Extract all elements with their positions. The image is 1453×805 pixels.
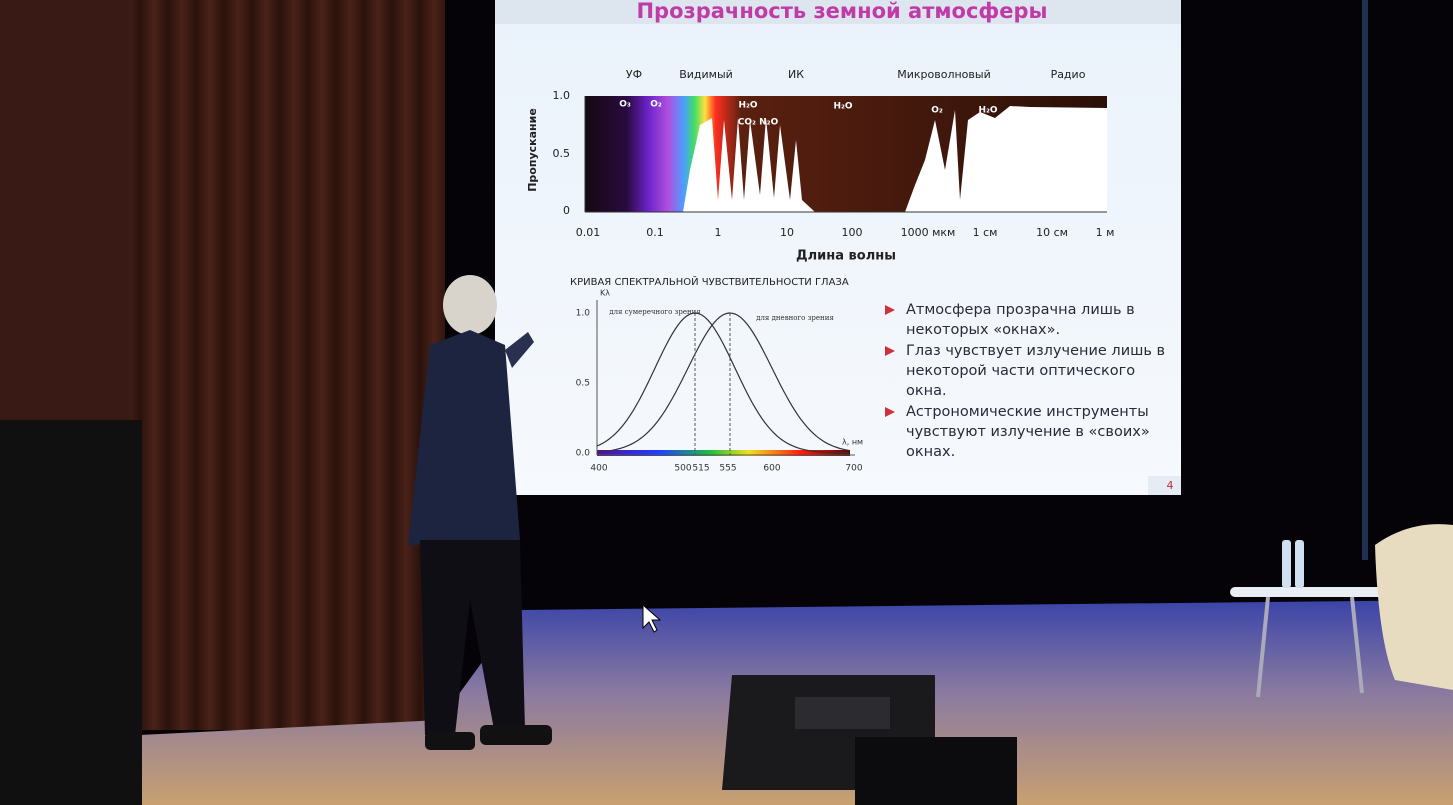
x-tick-label: 600 <box>763 464 780 474</box>
x-tick-label: 1000 мкм <box>901 226 956 239</box>
absorber-label: O₂ <box>650 100 662 110</box>
screen-edge <box>1362 0 1368 560</box>
y-tick-label: 0 <box>563 204 570 217</box>
title-bar <box>495 0 1181 24</box>
bullet-text: Атмосфера прозрачна лишь в некоторых «ок… <box>906 302 1135 338</box>
monitor-panel <box>795 697 890 729</box>
radio-window <box>905 106 1107 212</box>
x-tick-label: 100 <box>842 226 863 239</box>
x-tick-label: 700 <box>845 464 862 474</box>
x-tick-label: 1 <box>715 226 722 239</box>
bullet-list: Атмосфера прозрачна лишь в некоторых «ок… <box>882 300 1167 463</box>
y-tick-label: 0.5 <box>553 147 571 160</box>
bullet-text: Глаз чувствует излучение лишь в некоторо… <box>906 343 1166 399</box>
table-leg <box>1256 596 1270 698</box>
absorber-label: H₂O <box>738 101 757 111</box>
photopic-curve <box>596 312 850 453</box>
x-tick-label: 10 <box>780 226 794 239</box>
x-tick-label: 400 <box>590 464 607 474</box>
band-label: УФ <box>626 68 642 81</box>
page-number: 4 <box>1167 479 1174 492</box>
x-tick-label: 500 <box>674 464 691 474</box>
y-tick-label: 0.5 <box>576 379 590 389</box>
x-axis-label: Длина волны <box>796 249 896 264</box>
chart2-title: КРИВАЯ СПЕКТРАЛЬНОЙ ЧУВСТВИТЕЛЬНОСТИ ГЛА… <box>570 275 849 288</box>
absorber-label: H₂O <box>978 106 997 116</box>
monitor-speaker <box>855 737 1017 805</box>
curve-label: для сумеречного зрения <box>609 308 701 316</box>
mouse-cursor <box>642 603 662 633</box>
optical-window <box>683 118 815 212</box>
chart2-labels: КРИВАЯ СПЕКТРАЛЬНОЙ ЧУВСТВИТЕЛЬНОСТИ ГЛА… <box>570 275 863 474</box>
x-tick-label: 0.1 <box>646 226 664 239</box>
x-unit: λ, нм <box>842 438 863 447</box>
bullet: Атмосфера прозрачна лишь в некоторых «ок… <box>882 300 1167 340</box>
bullet-marker <box>885 407 895 417</box>
absorber-label: H₂O <box>833 102 852 112</box>
speaker-legs <box>420 540 525 735</box>
x-tick-label: 555 <box>719 464 736 474</box>
shoe <box>480 725 552 745</box>
bottle <box>1282 540 1291 588</box>
x-tick-label: 1 м <box>1096 226 1115 239</box>
y-axis-label: Kλ <box>600 289 610 298</box>
speaker-jacket <box>408 330 520 545</box>
bullet-marker <box>885 305 895 315</box>
x-tick-label: 10 см <box>1036 226 1068 239</box>
slide-title: Прозрачность земной атмосферы <box>636 0 1047 23</box>
band-label: Радио <box>1051 68 1086 81</box>
page-box <box>1148 476 1181 495</box>
absorber-label: CO₂ N₂O <box>738 118 779 128</box>
x-tick-label: 515 <box>692 464 709 474</box>
band-label: Микроволновый <box>897 68 990 81</box>
x-tick-label: 0.01 <box>576 226 601 239</box>
scotopic-curve <box>596 312 849 454</box>
speaker-arm <box>505 332 534 368</box>
bullet: Глаз чувствует излучение лишь в некоторо… <box>882 341 1167 401</box>
band-label: Видимый <box>679 68 733 81</box>
armchair <box>1375 524 1453 690</box>
chart1-labels: УФ Видимый ИК Микроволновый Радио Пропускание… <box>526 68 1114 264</box>
y-tick-label: 0.0 <box>576 449 591 459</box>
table-top <box>1230 587 1384 597</box>
y-axis-label: Пропускание <box>526 108 539 192</box>
speaker-tower <box>0 420 142 805</box>
band-label: ИК <box>788 68 804 81</box>
absorber-label: O₃ <box>619 100 631 110</box>
y-tick-label: 1.0 <box>553 89 571 102</box>
table-leg <box>1350 596 1364 694</box>
shoe <box>425 732 475 750</box>
wall <box>0 0 135 420</box>
bullet-marker <box>885 346 895 356</box>
bullet: Астрономические инструменты чувствуют из… <box>882 402 1167 462</box>
curve-label: для дневного зрения <box>756 314 834 322</box>
y-tick-label: 1.0 <box>576 309 591 319</box>
visible-spectrum <box>597 450 850 456</box>
bottle <box>1295 540 1304 588</box>
bullet-text: Астрономические инструменты чувствуют из… <box>906 404 1150 460</box>
slide <box>495 0 1181 495</box>
curtain <box>130 0 445 730</box>
x-tick-label: 1 см <box>973 226 998 239</box>
speaker-head <box>443 275 497 335</box>
absorber-label: O₂ <box>931 106 943 116</box>
